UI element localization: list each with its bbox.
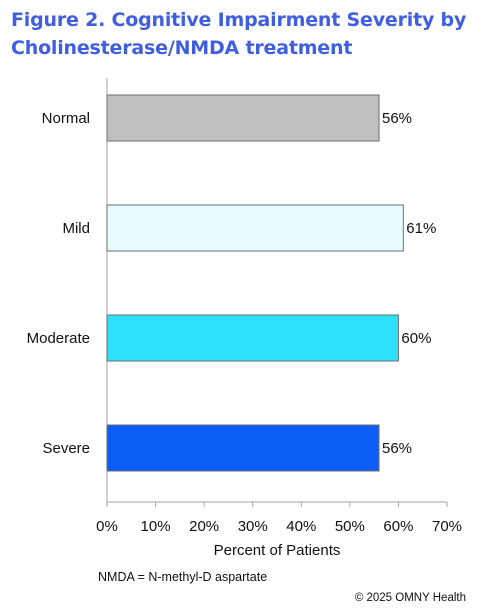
x-tick-label: 60%	[383, 518, 413, 535]
copyright-credit: © 2025 OMNY Health	[354, 592, 466, 604]
bar-severe	[106, 424, 380, 472]
x-tick-label: 0%	[96, 518, 118, 535]
data-label: 56%	[382, 440, 412, 457]
data-label: 60%	[401, 330, 431, 347]
chart-title-line-1: Figure 2. Cognitive Impairment Severity …	[11, 9, 467, 31]
bar-moderate	[106, 314, 399, 362]
chart-title-line-2: Cholinesterase/NMDA treatment	[11, 37, 353, 59]
bar-normal	[106, 94, 380, 142]
bar-mild	[106, 204, 404, 252]
x-tick-label: 30%	[238, 518, 268, 535]
category-label: Normal	[42, 110, 90, 127]
x-tick-label: 70%	[432, 518, 462, 535]
footnote: NMDA = N-methyl-D aspartate	[98, 570, 268, 584]
x-tick-label: 50%	[335, 518, 365, 535]
x-axis-title: Percent of Patients	[214, 542, 341, 559]
x-tick-label: 10%	[141, 518, 171, 535]
x-tick-label: 40%	[286, 518, 316, 535]
category-label: Severe	[42, 440, 90, 457]
category-label: Moderate	[27, 330, 90, 347]
data-label: 61%	[406, 220, 436, 237]
data-label: 56%	[382, 110, 412, 127]
chart-title: Figure 2. Cognitive Impairment Severity …	[11, 6, 481, 62]
x-tick-label: 20%	[189, 518, 219, 535]
category-label: Mild	[62, 220, 90, 237]
